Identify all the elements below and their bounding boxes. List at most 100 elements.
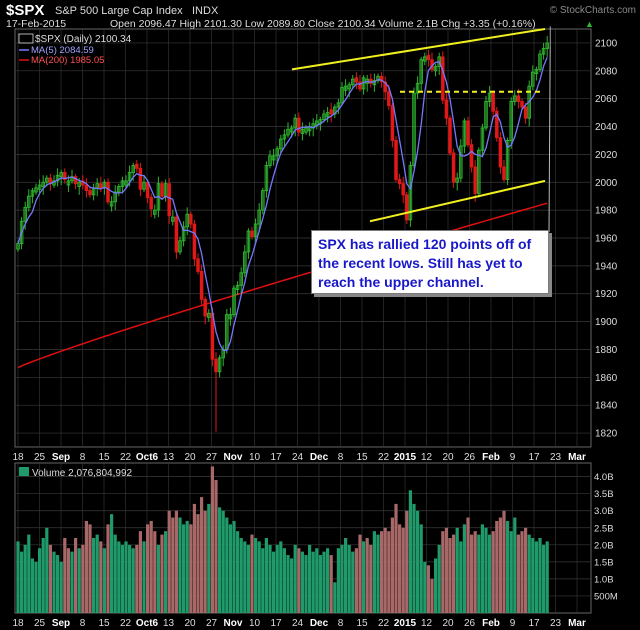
volume-bar [200, 497, 204, 613]
candle-body [459, 145, 463, 179]
volume-bar [531, 538, 535, 613]
volume-bar [264, 538, 268, 613]
candle [491, 90, 495, 120]
x-tick-label: 23 [550, 618, 562, 629]
volume-bar [88, 524, 92, 613]
x-tick-label: Nov [224, 452, 243, 463]
x-tick-label: 10 [249, 452, 261, 463]
candle [390, 102, 395, 148]
volume-bar [416, 510, 420, 613]
x-tick-label: 9 [510, 452, 516, 463]
candle-body [383, 81, 387, 93]
volume-bar [120, 544, 124, 613]
candle-body [232, 287, 236, 316]
candle [235, 281, 240, 296]
x-tick-label: Oct6 [136, 618, 159, 629]
legend-ma200: MA(200) 1985.05 [31, 55, 104, 66]
candle [300, 122, 305, 141]
candle-body [509, 101, 513, 141]
candle [63, 168, 67, 184]
candle-body [77, 181, 81, 187]
volume-bar [128, 544, 132, 613]
price-tick-label: 2040 [595, 122, 618, 133]
x-tick-label: 27 [206, 618, 218, 629]
volume-bar [293, 544, 297, 613]
volume-bar [272, 551, 276, 613]
candle [243, 244, 247, 278]
candle [199, 264, 204, 305]
candle-body [113, 191, 117, 203]
price-tick-label: 1960 [595, 234, 618, 245]
candle-body [207, 312, 211, 318]
volume-bar [239, 538, 243, 613]
candle-body [66, 180, 71, 186]
candle-body [322, 113, 326, 121]
volume-legend: Volume 2,076,804,992 [19, 467, 133, 479]
volume-bar [315, 548, 319, 613]
candle-body [167, 183, 171, 217]
x-tick-label: 13 [163, 452, 175, 463]
candle [415, 76, 420, 99]
volume-bar [77, 548, 81, 613]
candle [282, 129, 287, 147]
candle [520, 98, 524, 110]
volume-bar [117, 541, 121, 613]
x-tick-label: Mar [568, 452, 586, 463]
volume-bar [524, 527, 528, 613]
candle-body [203, 298, 207, 317]
volume-bar [448, 538, 452, 613]
x-tick-label: 17 [528, 618, 540, 629]
candle-body [469, 144, 474, 168]
volume-bar [45, 527, 49, 613]
candle [271, 148, 276, 166]
volume-bar [405, 510, 409, 613]
candle [232, 285, 236, 318]
volume-bar [74, 538, 78, 613]
volume-bar [214, 480, 218, 613]
candle-body [304, 127, 308, 133]
candle-body [448, 117, 452, 154]
candle-body [477, 149, 481, 194]
candle-body [27, 195, 31, 208]
candle-body [99, 183, 103, 189]
volume-bar [401, 527, 405, 613]
volume-bar [322, 551, 326, 613]
candle [73, 173, 78, 190]
volume-bar [423, 561, 427, 613]
volume-bar [164, 531, 168, 613]
x-tick-label: Sep [52, 618, 70, 629]
candle-body [174, 216, 179, 253]
volume-bar [473, 531, 477, 613]
volume-bar [347, 544, 351, 613]
header-quote: Open 2096.47 High 2101.30 Low 2089.80 Cl… [110, 18, 536, 30]
price-tick-label: 1920 [595, 289, 618, 300]
candle [149, 193, 153, 218]
candle-body [127, 172, 132, 182]
candle [207, 309, 211, 322]
volume-bar [221, 510, 225, 613]
candle [426, 49, 431, 67]
candle-body [124, 180, 128, 186]
ma200-line [17, 202, 548, 369]
candle-body [545, 42, 549, 49]
candle-body [257, 209, 261, 225]
candle-body [480, 127, 485, 151]
volume-bar [452, 534, 456, 613]
candle [246, 228, 251, 259]
candle [444, 93, 449, 126]
candle [55, 168, 60, 187]
candle-body [534, 68, 539, 75]
header-exchange: INDX [192, 5, 219, 17]
volume-bar [110, 514, 114, 613]
candle-body [394, 140, 398, 180]
volume-bar [250, 534, 254, 613]
price-tick-label: 2080 [595, 66, 618, 77]
candle [124, 175, 128, 188]
price-tick-label: 2000 [595, 178, 618, 189]
candle [469, 139, 474, 173]
candle-body [538, 53, 542, 70]
volume-bar [527, 534, 531, 613]
candle-body [541, 48, 546, 55]
candle [423, 52, 427, 66]
candle-body [88, 190, 92, 196]
